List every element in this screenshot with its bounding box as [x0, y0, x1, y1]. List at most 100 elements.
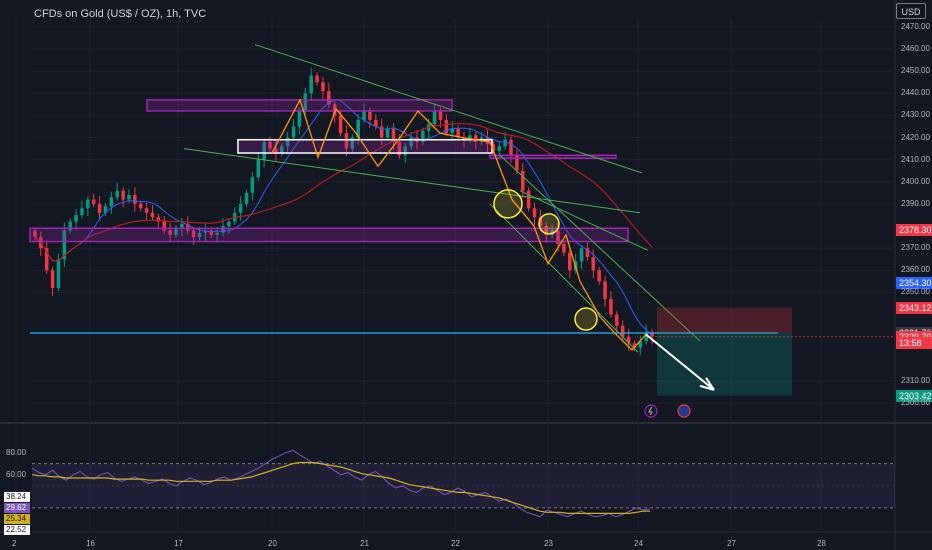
candle-body — [491, 144, 496, 151]
candle-body — [391, 128, 396, 142]
candle-body — [150, 212, 155, 218]
candle-body — [432, 110, 437, 125]
price-tick-label: 2310.00 — [901, 376, 930, 385]
candle-body — [603, 281, 607, 300]
candle-body — [227, 221, 231, 227]
time-tick-label: 22 — [451, 539, 460, 548]
candle-body — [591, 257, 596, 271]
candle-body — [515, 155, 519, 171]
supply-demand-zone — [29, 227, 629, 243]
candle-body — [268, 141, 272, 149]
zigzag-pattern-line — [271, 98, 647, 351]
candle-body — [238, 203, 243, 213]
candle-body — [103, 206, 108, 213]
candle-body — [332, 104, 337, 116]
candle-body — [209, 230, 214, 235]
trend-channel-line — [499, 154, 701, 342]
candle-body — [185, 223, 190, 231]
rsi-value-badge: 22.52 — [4, 525, 30, 535]
candle-body — [285, 137, 290, 147]
candle-body — [638, 341, 643, 348]
candle-body — [626, 336, 631, 344]
candle-body — [379, 126, 384, 138]
candle-body — [609, 299, 613, 315]
rsi-value-badge: 25.34 — [4, 514, 30, 524]
candle-body — [315, 75, 319, 83]
highlight-circle — [574, 307, 598, 331]
candle-body — [350, 137, 355, 149]
candle-body — [597, 270, 601, 282]
rsi-line — [31, 449, 651, 518]
candle-body — [421, 130, 425, 142]
rsi-tick-label: 80.00 — [6, 447, 27, 457]
candle-body — [456, 128, 460, 138]
candle-body — [568, 252, 572, 271]
trend-channel-line — [183, 148, 641, 214]
time-tick-label: 17 — [174, 539, 183, 548]
candle-body — [374, 119, 378, 127]
candle-body — [191, 230, 196, 238]
price-label-badge: 2378.30 — [896, 223, 932, 236]
currency-button[interactable]: USD — [896, 3, 926, 19]
candle-body — [409, 137, 413, 147]
highlight-circle — [493, 189, 523, 219]
candle-body — [309, 75, 313, 94]
candle-body — [109, 197, 114, 207]
candle-body — [91, 199, 96, 204]
price-tick-label: 2450.00 — [901, 66, 930, 76]
candle-body — [156, 217, 161, 222]
rsi-value-badge: 38.24 — [4, 492, 30, 502]
candle-body — [468, 135, 472, 140]
candle-body — [520, 170, 525, 191]
rsi-value-badge: 29.62 — [4, 503, 30, 513]
price-tick-label: 2300.00 — [901, 398, 930, 408]
candle-body — [127, 195, 131, 200]
price-label-badge: 2354.30 — [896, 276, 932, 289]
candle-body — [368, 110, 372, 120]
time-tick-label: 27 — [727, 539, 736, 548]
price-tick-label: 2440.00 — [901, 88, 930, 98]
candle-body — [144, 208, 149, 213]
projection-arrow-line — [645, 333, 715, 391]
candle-body — [362, 110, 366, 120]
candle-body — [280, 146, 284, 154]
symbol-title: CFDs on Gold (US$ / OZ), 1h, TVC — [34, 8, 207, 20]
price-label-badge: 2343.12 — [896, 301, 932, 314]
price-tick-label: 2370.00 — [901, 243, 930, 253]
candle-body — [168, 230, 172, 235]
rsi-tick-label: 60.00 — [6, 469, 27, 479]
candle-body — [138, 203, 143, 209]
price-label-badge: 13:58 — [896, 336, 932, 349]
projection-arrow-head — [699, 377, 715, 391]
time-tick-label: 28 — [817, 539, 826, 548]
price-tick-label: 2350.00 — [901, 287, 930, 297]
price-tick-label: 2460.00 — [901, 43, 930, 53]
candle-body — [556, 230, 560, 244]
candle-body — [256, 159, 261, 178]
price-tick-label: 2360.00 — [901, 265, 930, 275]
candle-body — [450, 128, 454, 134]
candle-body — [221, 226, 225, 233]
event-lightning-icon — [644, 404, 658, 418]
candle-body — [615, 314, 619, 326]
candle-body — [444, 119, 449, 134]
candle-body — [197, 232, 202, 238]
candle-body — [121, 190, 125, 200]
time-tick-label: 16 — [86, 539, 95, 548]
price-tick-label: 2390.00 — [901, 198, 930, 208]
candle-body — [385, 128, 390, 138]
price-label-badge: 2303.42 — [896, 389, 932, 402]
candle-body — [44, 248, 49, 271]
candle-body — [397, 141, 402, 156]
supply-demand-zone — [489, 154, 617, 159]
candle-body — [620, 325, 625, 337]
candle-body — [485, 137, 490, 145]
time-tick-label: 21 — [360, 539, 369, 548]
candle-body — [50, 270, 55, 289]
candle-body — [585, 248, 590, 258]
candle-body — [438, 110, 443, 120]
price-tick-label: 2410.00 — [901, 154, 930, 164]
candle-body — [532, 208, 537, 218]
